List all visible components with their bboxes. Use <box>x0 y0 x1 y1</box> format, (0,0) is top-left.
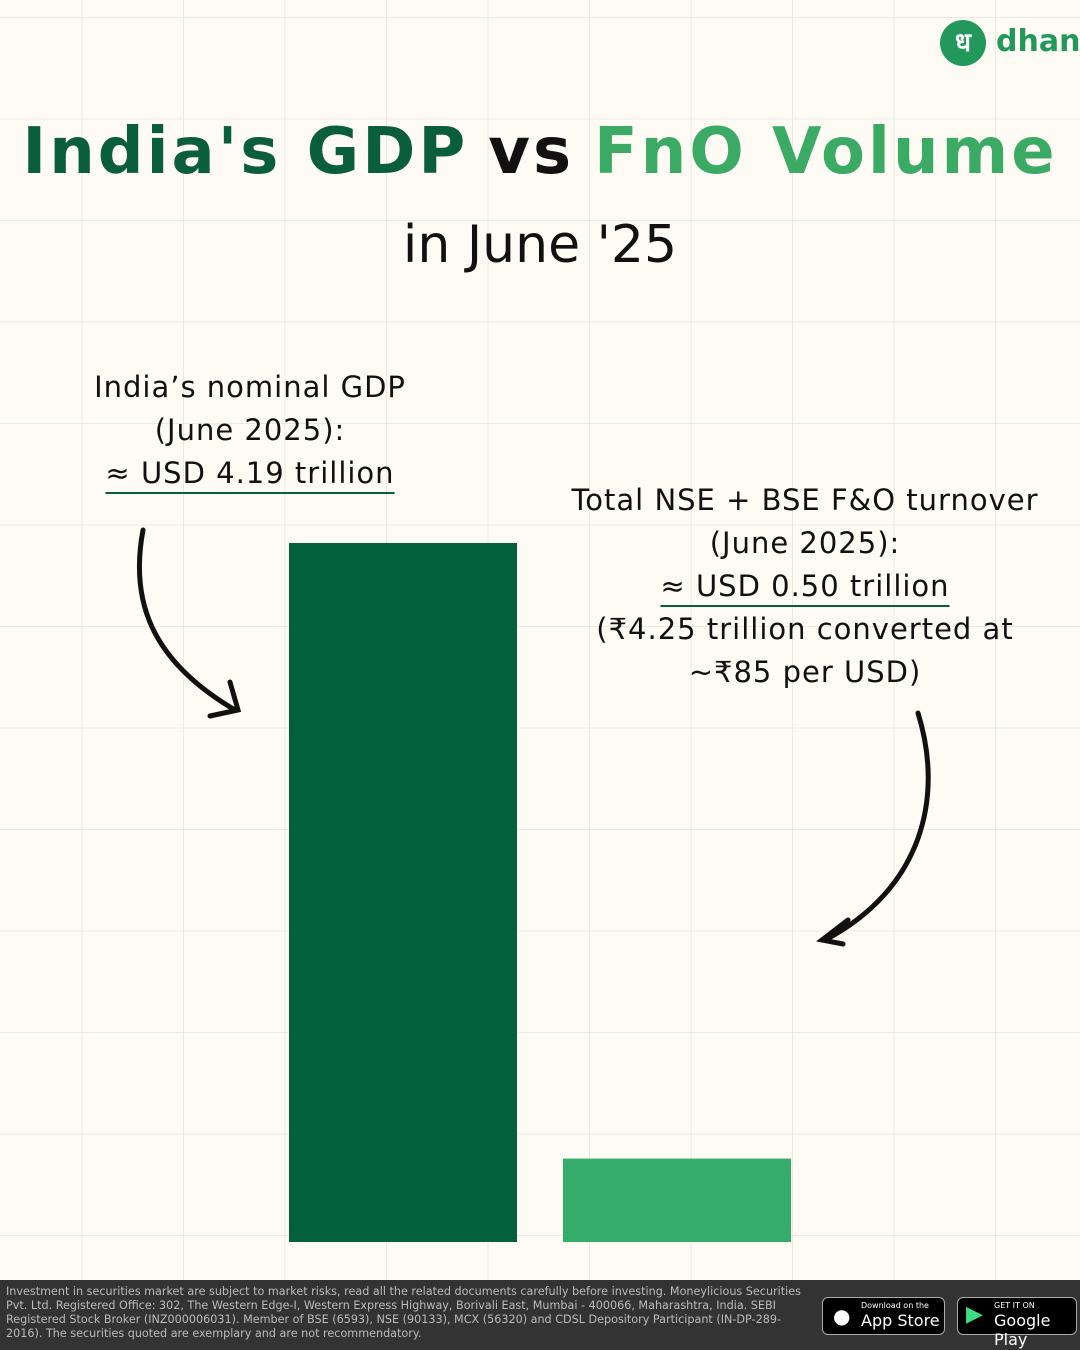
annotation-line: India’s nominal GDP <box>94 370 406 404</box>
title-part: FnO Volume <box>594 115 1058 189</box>
apple-icon: ● <box>833 1304 851 1328</box>
button-label: Google Play <box>994 1311 1051 1349</box>
button-caption: Download on the <box>861 1301 929 1310</box>
value-label: ≈ USD 0.50 trillion <box>660 569 950 603</box>
logo-icon: ध <box>940 20 986 66</box>
annotation: India’s nominal GDP (June 2025): ≈ USD 4… <box>60 366 440 495</box>
disclaimer: Investment in securities market are subj… <box>6 1285 801 1340</box>
annotation-line: ~₹85 per USD) <box>688 655 922 689</box>
value-label: ≈ USD 4.19 trillion <box>105 456 395 490</box>
subtitle: in June '25 <box>402 215 678 275</box>
annotation-line: Total NSE + BSE F&O turnover <box>571 483 1039 517</box>
arrow <box>136 527 242 719</box>
play-icon: ▶ <box>966 1302 983 1327</box>
annotation-line: (June 2025): <box>709 526 901 560</box>
title-part: India's GDP <box>22 115 469 189</box>
annotation-line: (June 2025): <box>154 413 346 447</box>
chart-title: India's GDP vs FnO Volume <box>0 115 1080 189</box>
arrow <box>816 710 931 947</box>
title-part: vs <box>488 115 575 189</box>
button-label: App Store <box>861 1311 940 1330</box>
google-play-button[interactable]: ▶ GET IT ON Google Play <box>957 1297 1077 1349</box>
app-store-button[interactable]: ● Download on the App Store <box>822 1297 945 1335</box>
bar <box>563 1158 791 1242</box>
brand: dhan <box>996 24 1080 59</box>
chart <box>136 527 931 1242</box>
button-caption: GET IT ON <box>994 1301 1035 1310</box>
annotation-line: (₹4.25 trillion converted at <box>596 612 1014 646</box>
bar <box>289 543 517 1242</box>
annotation: Total NSE + BSE F&O turnover (June 2025)… <box>560 479 1050 694</box>
